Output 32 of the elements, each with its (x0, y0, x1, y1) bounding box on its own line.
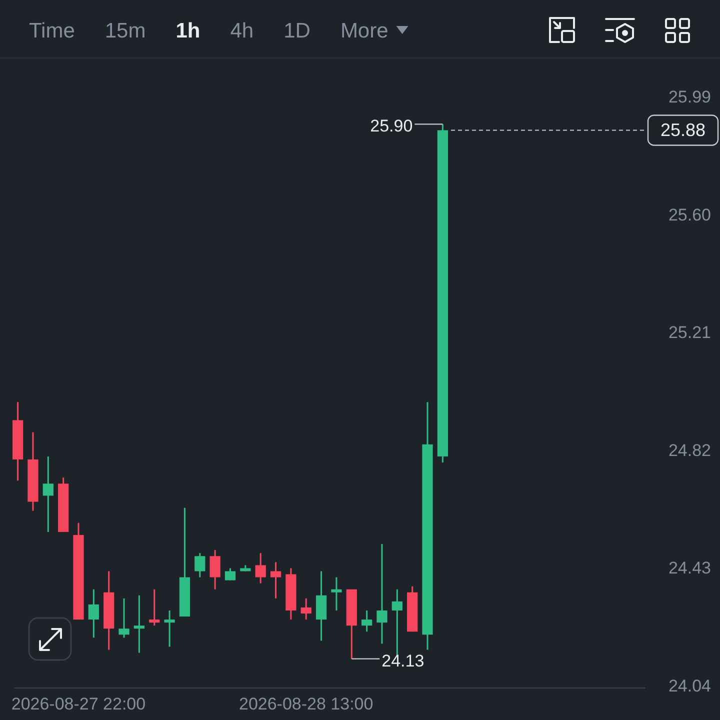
annotation: 24.13 (382, 651, 424, 670)
y-tick-label: 24.04 (668, 676, 711, 696)
annotation: 25.90 (370, 116, 413, 136)
text: 1h (176, 20, 200, 42)
candlestick (118, 598, 130, 638)
text: More (340, 20, 388, 42)
candlestick (134, 594, 144, 654)
candlestick (42, 456, 54, 533)
candlestick (194, 552, 206, 578)
y-tick-label: 25.60 (668, 205, 711, 224)
text: 1D (284, 20, 310, 42)
candlestick (88, 588, 99, 638)
candlestick (300, 598, 312, 620)
candlestick (164, 610, 175, 648)
candlestick (149, 588, 160, 626)
candlestick (376, 543, 388, 644)
candlestick (210, 549, 220, 590)
candlestick (270, 561, 282, 600)
candlestick (331, 576, 342, 612)
y-tick-label: 24.43 (668, 558, 711, 578)
text: Time (29, 20, 75, 42)
candlestick (255, 552, 266, 584)
x-tick-label: 2026-08-27 22:00 (11, 694, 146, 714)
x-tick-label: 2026-08-28 13:00 (238, 694, 374, 714)
ref-line-label: 25.88 (660, 120, 706, 140)
y-tick-label: 24.82 (668, 440, 711, 460)
y-tick-label: 25.21 (668, 323, 711, 342)
text: 15m (104, 20, 146, 42)
text: 4h (230, 20, 254, 42)
candlestick (361, 610, 372, 632)
y-tick-label: 25.99 (668, 88, 711, 106)
candlestick (224, 567, 236, 582)
